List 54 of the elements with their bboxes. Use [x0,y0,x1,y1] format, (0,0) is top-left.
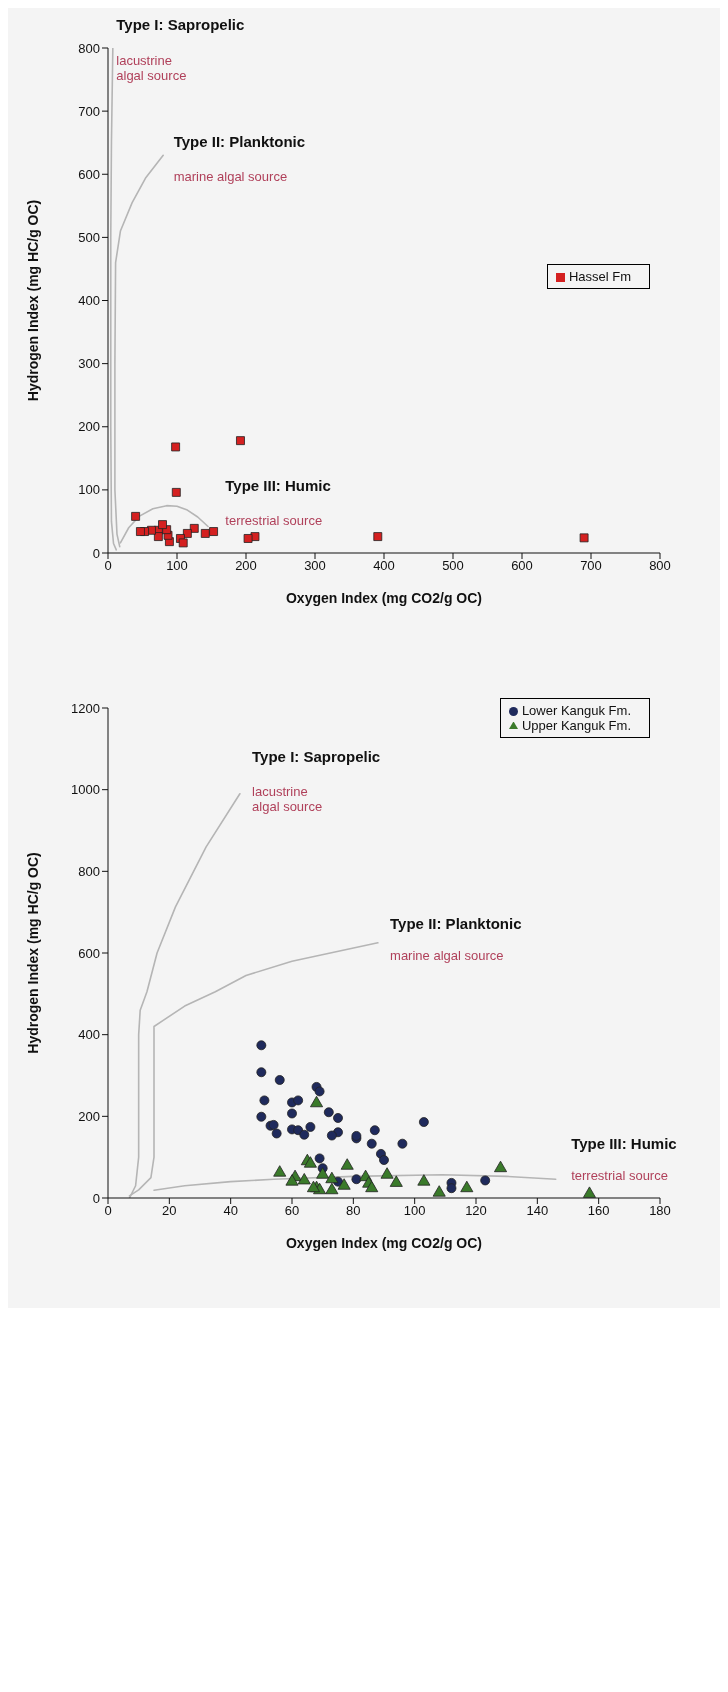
x-tick-label: 200 [235,558,257,574]
annotation: lacustrine algal source [116,53,187,84]
x-tick-label: 400 [373,558,395,574]
legend-label: Hassel Fm [568,269,631,284]
y-tick-label: 800 [78,863,100,879]
x-tick-label: 40 [223,1203,238,1219]
annotation: lacustrine algal source [252,783,323,814]
y-tick-label: 1000 [71,782,100,798]
y-tick-label: 300 [78,356,100,372]
y-tick-label: 200 [78,419,100,435]
annotation: Type I: Sapropelic [252,747,381,765]
y-tick-label: 200 [78,1108,100,1124]
y-tick-label: 0 [92,545,100,561]
y-tick-label: 800 [78,40,100,56]
y-tick-label: 1200 [71,700,100,716]
x-axis-title: Oxygen Index (mg CO2/g OC) [285,590,483,606]
x-tick-label: 800 [649,558,671,574]
y-tick-label: 700 [78,103,100,119]
x-tick-label: 300 [304,558,326,574]
annotation: Type II: Planktonic [390,914,522,932]
y-tick-label: 0 [92,1190,100,1206]
x-tick-label: 180 [649,1203,671,1219]
annotation: terrestrial source [571,1167,668,1183]
x-tick-label: 80 [346,1203,361,1219]
annotation: Type II: Planktonic [173,132,306,150]
y-tick-label: 600 [78,166,100,182]
x-tick-label: 20 [162,1203,177,1219]
x-tick-label: 0 [104,1203,112,1219]
x-tick-label: 60 [284,1203,300,1219]
x-tick-label: 140 [526,1203,549,1219]
annotation: terrestrial source [225,513,323,529]
text: Type I: Sapropelic [116,16,245,34]
x-tick-label: 700 [580,558,602,574]
y-tick-label: 100 [78,482,100,498]
x-tick-label: 160 [587,1203,610,1219]
y-axis-title: Hydrogen Index (mg HC/g OC) [24,199,41,402]
legend-label: Lower Kanguk Fm. [521,703,631,718]
x-axis-title: Oxygen Index (mg CO2/g OC) [285,1235,483,1251]
annotation: marine algal source [390,947,504,963]
y-axis-title: Hydrogen Index (mg HC/g OC) [24,852,41,1054]
x-tick-label: 0 [104,558,112,574]
y-tick-label: 400 [78,1027,100,1043]
annotation: Type III: Humic [225,477,331,495]
legend-label: Upper Kanguk Fm. [521,718,631,733]
y-tick-label: 500 [78,229,100,245]
y-tick-label: 600 [78,945,100,961]
x-tick-label: 500 [442,558,464,574]
x-tick-label: 600 [511,558,533,574]
annotation: Type III: Humic [571,1134,677,1152]
x-tick-label: 100 [403,1203,426,1219]
x-tick-label: 100 [166,558,188,574]
x-tick-label: 120 [465,1203,487,1219]
y-tick-label: 400 [78,293,100,309]
annotation: marine algal source [173,168,288,184]
